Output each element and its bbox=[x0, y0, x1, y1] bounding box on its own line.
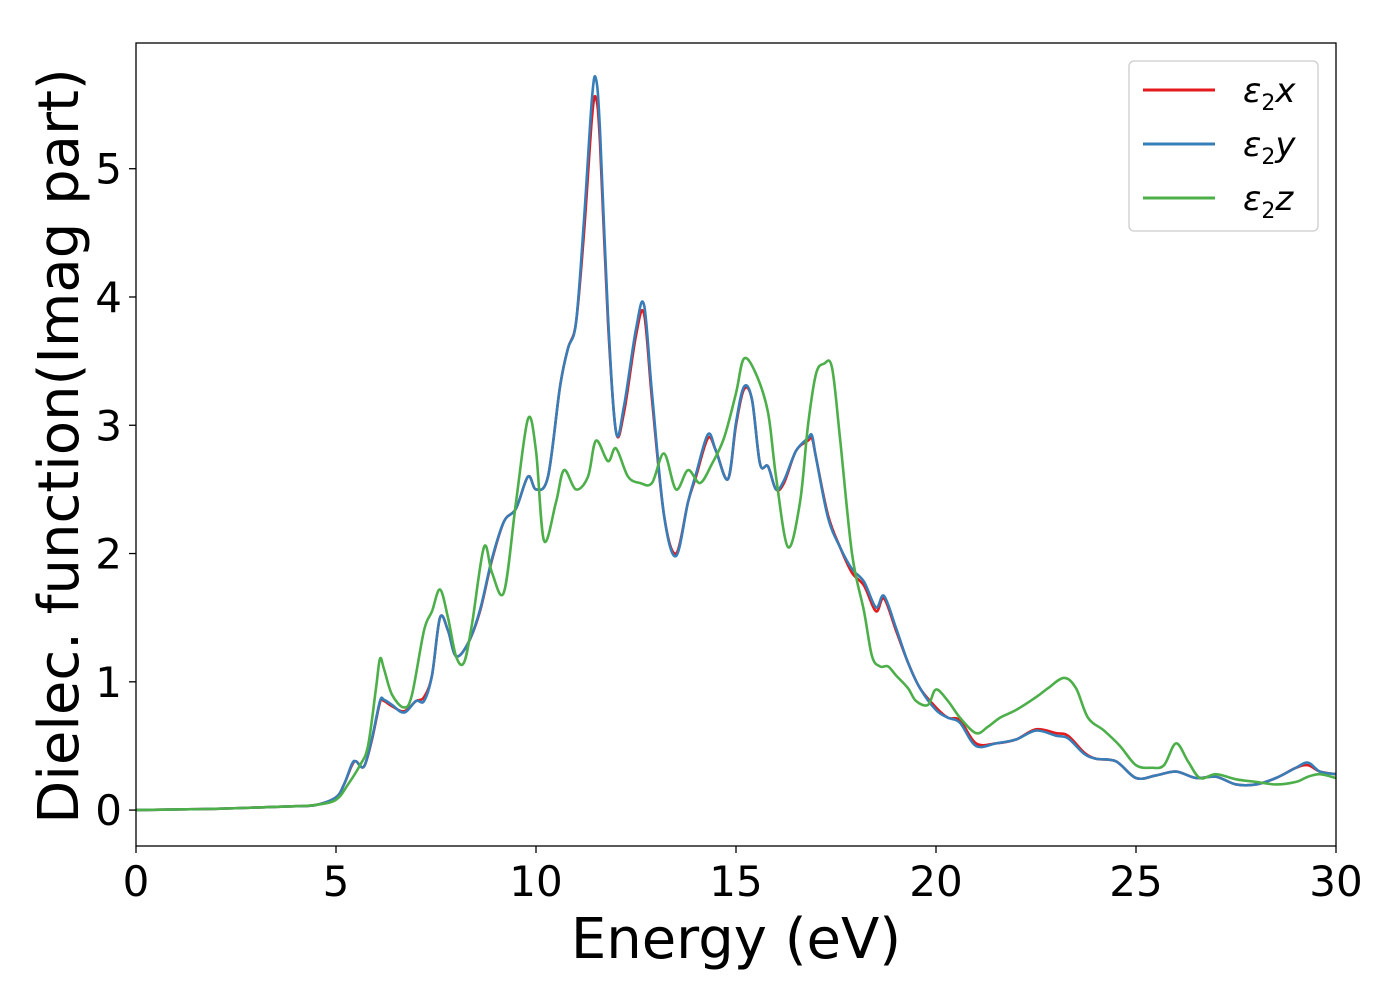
series-layer bbox=[136, 75, 1336, 812]
series-line-y bbox=[136, 75, 1336, 812]
y-tick-label: 0 bbox=[95, 786, 122, 835]
legend-subscript: 2 bbox=[1261, 91, 1275, 116]
y-tick-label: 1 bbox=[95, 658, 122, 707]
legend-symbol: ε bbox=[1243, 179, 1261, 219]
legend-symbol: ε bbox=[1243, 125, 1261, 165]
y-tick-label: 5 bbox=[95, 145, 122, 194]
legend-axis: x bbox=[1274, 71, 1296, 111]
legend-label-z: ε2z bbox=[1243, 179, 1294, 224]
plot-area bbox=[136, 75, 1336, 812]
y-tick-label: 3 bbox=[95, 401, 122, 450]
legend-axis: z bbox=[1274, 179, 1294, 219]
x-axis-label: Energy (eV) bbox=[571, 907, 901, 972]
x-tick-label: 15 bbox=[709, 857, 762, 906]
series-line-z bbox=[136, 356, 1336, 812]
y-axis-label: Dielec. function(Imag part) bbox=[27, 68, 92, 824]
x-tick-label: 10 bbox=[509, 857, 562, 906]
legend-subscript: 2 bbox=[1261, 199, 1275, 224]
x-tick-label: 30 bbox=[1309, 857, 1362, 906]
y-tick-label: 4 bbox=[95, 273, 122, 322]
x-tick-label: 20 bbox=[909, 857, 962, 906]
y-tick-label: 2 bbox=[95, 530, 122, 579]
legend-symbol: ε bbox=[1243, 71, 1261, 111]
legend-axis: y bbox=[1274, 125, 1296, 165]
y-axis: 0 1 2 3 4 5 bbox=[95, 145, 136, 835]
x-axis: 0 5 10 15 20 25 30 bbox=[123, 846, 1363, 906]
x-tick-label: 25 bbox=[1109, 857, 1162, 906]
legend-label-x: ε2x bbox=[1243, 71, 1296, 116]
x-tick-label: 5 bbox=[323, 857, 350, 906]
legend-subscript: 2 bbox=[1261, 145, 1275, 170]
legend-label-y: ε2y bbox=[1243, 125, 1296, 170]
legend-box bbox=[1128, 60, 1319, 232]
x-tick-label: 0 bbox=[123, 857, 150, 906]
